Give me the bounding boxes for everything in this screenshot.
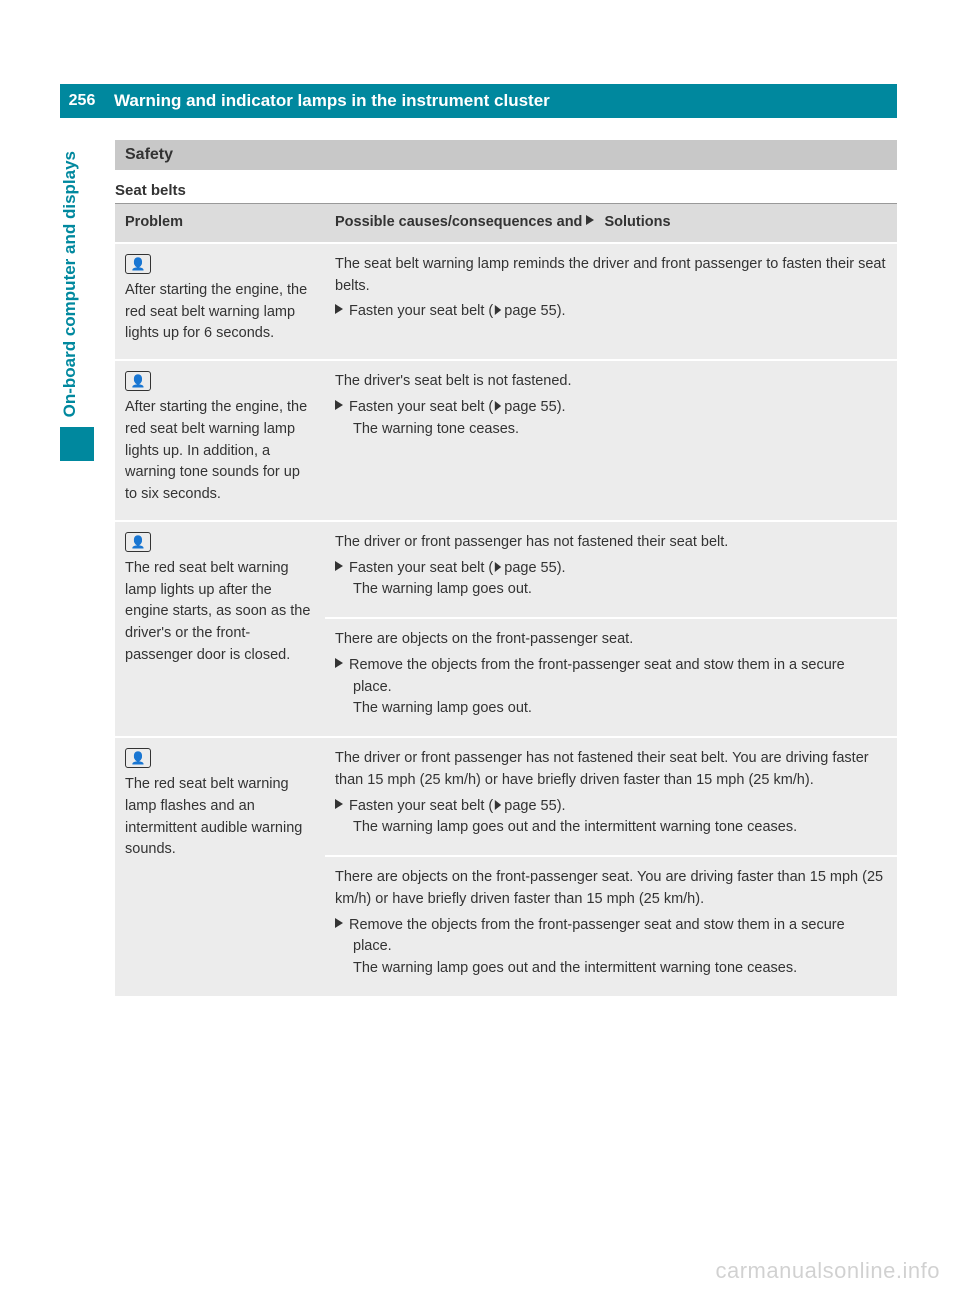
solution-list: Fasten your seat belt ( page 55). bbox=[335, 301, 887, 323]
action-label: Fasten your seat belt ( bbox=[349, 399, 493, 415]
table-row: 👤 After starting the engine, the red sea… bbox=[115, 243, 897, 360]
solution-item: Fasten your seat belt ( page 55). The war… bbox=[335, 397, 887, 441]
problem-text: The red seat belt warning lamp flashes a… bbox=[125, 776, 302, 857]
solution-list: Fasten your seat belt ( page 55). The war… bbox=[335, 558, 887, 602]
action-note: The warning tone ceases. bbox=[353, 419, 887, 441]
watermark: carmanualsonline.info bbox=[715, 1258, 940, 1284]
action-ref: page 55 bbox=[504, 399, 556, 415]
section-heading-safety: Safety bbox=[115, 140, 897, 170]
side-tab-label: On-board computer and displays bbox=[60, 145, 80, 423]
section-heading-seatbelts: Seat belts bbox=[115, 170, 897, 204]
action-ref: page 55 bbox=[504, 560, 556, 576]
problem-cell: 👤 After starting the engine, the red sea… bbox=[115, 243, 325, 360]
page-number: 256 bbox=[60, 84, 104, 118]
action-label: Fasten your seat belt ( bbox=[349, 560, 493, 576]
solution-item: Fasten your seat belt ( page 55). The war… bbox=[335, 558, 887, 602]
problem-cell: 👤 The red seat belt warning lamp flashes… bbox=[115, 737, 325, 996]
page-ref-icon bbox=[495, 401, 501, 411]
troubleshooting-table: Problem Possible causes/consequences and… bbox=[115, 204, 897, 996]
action-ref: page 55 bbox=[504, 303, 556, 319]
action-label: Fasten your seat belt ( bbox=[349, 798, 493, 814]
page-ref-icon bbox=[495, 800, 501, 810]
problem-cell: 👤 The red seat belt warning lamp lights … bbox=[115, 521, 325, 737]
action-after: ). bbox=[557, 399, 566, 415]
action-arrow-icon bbox=[335, 561, 343, 571]
action-note: The warning lamp goes out. bbox=[353, 579, 887, 601]
side-tab-marker bbox=[60, 427, 94, 461]
table-row: 👤 After starting the engine, the red sea… bbox=[115, 360, 897, 521]
table-body: 👤 After starting the engine, the red sea… bbox=[115, 243, 897, 996]
side-tab: On-board computer and displays bbox=[60, 145, 94, 461]
col-header-solutions-prefix: Possible causes/consequences and bbox=[335, 214, 586, 230]
col-header-solutions: Possible causes/consequences and Solutio… bbox=[325, 204, 897, 243]
action-note: The warning lamp goes out. bbox=[353, 698, 887, 720]
cause-text: The driver's seat belt is not fastened. bbox=[335, 373, 572, 389]
table-row: 👤 The red seat belt warning lamp flashes… bbox=[115, 737, 897, 856]
col-header-problem: Problem bbox=[115, 204, 325, 243]
solution-cell: The seat belt warning lamp reminds the d… bbox=[325, 243, 897, 360]
table-row: 👤 The red seat belt warning lamp lights … bbox=[115, 521, 897, 618]
content-area: Safety Seat belts Problem Possible cause… bbox=[115, 140, 897, 996]
action-label: Fasten your seat belt ( bbox=[349, 303, 493, 319]
action-ref: page 55 bbox=[504, 798, 556, 814]
solution-item: Remove the objects from the front-passen… bbox=[335, 915, 887, 980]
seatbelt-icon: 👤 bbox=[125, 371, 151, 391]
action-arrow-icon bbox=[335, 918, 343, 928]
action-arrow-icon bbox=[335, 304, 343, 314]
cause-text: The seat belt warning lamp reminds the d… bbox=[335, 256, 886, 294]
page-ref-icon bbox=[495, 562, 501, 572]
action-after: ). bbox=[557, 560, 566, 576]
solution-item: Fasten your seat belt ( page 55). The war… bbox=[335, 796, 887, 840]
solution-cell: There are objects on the front-passenger… bbox=[325, 856, 897, 996]
solution-cell: The driver's seat belt is not fastened. … bbox=[325, 360, 897, 521]
solution-list: Fasten your seat belt ( page 55). The war… bbox=[335, 397, 887, 441]
action-label: Remove the objects from the front-passen… bbox=[349, 917, 845, 955]
action-label: Remove the objects from the front-passen… bbox=[349, 657, 845, 695]
solution-cell: The driver or front passenger has not fa… bbox=[325, 737, 897, 856]
solution-cell: The driver or front passenger has not fa… bbox=[325, 521, 897, 618]
problem-text: The red seat belt warning lamp lights up… bbox=[125, 560, 310, 663]
solution-list: Remove the objects from the front-passen… bbox=[335, 655, 887, 720]
action-after: ). bbox=[557, 303, 566, 319]
solution-list: Fasten your seat belt ( page 55). The war… bbox=[335, 796, 887, 840]
action-note: The warning lamp goes out and the interm… bbox=[353, 817, 887, 839]
problem-text: After starting the engine, the red seat … bbox=[125, 282, 307, 342]
cause-text: The driver or front passenger has not fa… bbox=[335, 750, 869, 788]
page-title: Warning and indicator lamps in the instr… bbox=[104, 84, 897, 118]
seatbelt-icon: 👤 bbox=[125, 748, 151, 768]
cause-text: There are objects on the front-passenger… bbox=[335, 631, 633, 647]
solution-item: Fasten your seat belt ( page 55). bbox=[335, 301, 887, 323]
action-note: The warning lamp goes out and the interm… bbox=[353, 958, 887, 980]
action-arrow-icon bbox=[335, 799, 343, 809]
solution-list: Remove the objects from the front-passen… bbox=[335, 915, 887, 980]
problem-cell: 👤 After starting the engine, the red sea… bbox=[115, 360, 325, 521]
action-arrow-icon bbox=[335, 658, 343, 668]
solution-cell: There are objects on the front-passenger… bbox=[325, 618, 897, 737]
problem-text: After starting the engine, the red seat … bbox=[125, 399, 307, 502]
cause-text: The driver or front passenger has not fa… bbox=[335, 534, 728, 550]
page-header: 256 Warning and indicator lamps in the i… bbox=[60, 84, 897, 118]
solution-item: Remove the objects from the front-passen… bbox=[335, 655, 887, 720]
seatbelt-icon: 👤 bbox=[125, 254, 151, 274]
col-header-solutions-suffix: Solutions bbox=[600, 214, 670, 230]
action-after: ). bbox=[557, 798, 566, 814]
cause-text: There are objects on the front-passenger… bbox=[335, 869, 883, 907]
seatbelt-icon: 👤 bbox=[125, 532, 151, 552]
page-ref-icon bbox=[495, 305, 501, 315]
solutions-arrow-icon bbox=[586, 215, 594, 225]
action-arrow-icon bbox=[335, 400, 343, 410]
